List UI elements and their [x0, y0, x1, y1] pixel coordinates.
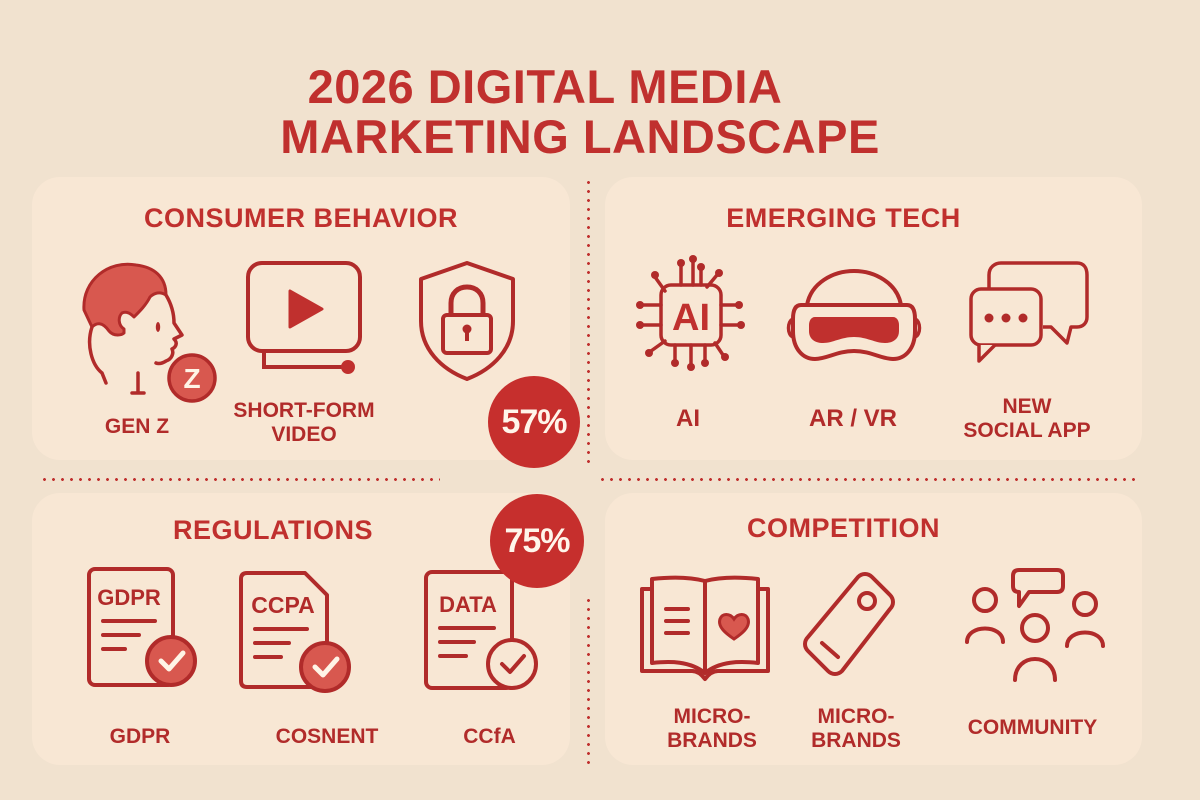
panel-title: EMERGING TECH — [726, 203, 961, 233]
vertical-divider-bottom — [587, 596, 590, 766]
title-line-2: MARKETING LANDSCAPE — [280, 110, 880, 163]
item-label-micro-brands-2: MICRO- BRANDS — [811, 705, 901, 752]
panel-competition: COMPETITION MICRO- BRANDS MICRO- BRANDS — [605, 493, 1142, 765]
title-line-1: 2026 DIGITAL MEDIA — [307, 60, 783, 113]
document-check-icon-gdpr: GDPR — [85, 565, 200, 695]
svg-text:CCPA: CCPA — [251, 592, 314, 618]
item-label-short-form-video: SHORT-FORM VIDEO — [233, 399, 375, 446]
panel-regulations: REGULATIONS GDPR GDPR CCPA COSNENT DATA … — [32, 493, 570, 765]
svg-text:AI: AI — [672, 297, 710, 339]
svg-text:DATA: DATA — [439, 592, 497, 617]
document-check-icon-data: DATA — [422, 568, 542, 698]
ai-chip-icon: AI — [635, 255, 755, 385]
panel-consumer-behavior: CONSUMER BEHAVIOR Z GEN Z SHORT-FORM VID… — [32, 177, 570, 460]
vertical-divider-top — [587, 178, 590, 468]
panel-emerging-tech: EMERGING TECH AI AI AR / VR — [605, 177, 1142, 460]
open-book-heart-icon — [638, 573, 773, 688]
panel-title: CONSUMER BEHAVIOR — [143, 203, 459, 233]
vr-headset-icon — [786, 268, 922, 369]
horizontal-divider-left — [40, 478, 440, 481]
shield-lock-icon — [415, 259, 520, 384]
item-label-community: COMMUNITY — [967, 716, 1098, 739]
gen-z-person-icon: Z — [74, 255, 224, 405]
stat-badge-75: 75% — [490, 494, 584, 588]
video-player-icon — [244, 259, 374, 379]
stat-badge-57: 57% — [488, 376, 580, 468]
item-label-ai: AI — [676, 405, 700, 432]
community-people-icon — [963, 568, 1108, 698]
item-label-new-social-app: NEW SOCIAL APP — [963, 395, 1091, 442]
panel-title: REGULATIONS — [173, 515, 373, 545]
item-label-consent: COSNENT — [275, 725, 379, 748]
item-label-ar-vr: AR / VR — [808, 405, 897, 432]
document-check-icon-ccpa: CCPA — [237, 569, 357, 699]
panel-title: COMPETITION — [747, 513, 940, 543]
price-tag-icon — [800, 571, 900, 681]
horizontal-divider-right — [598, 478, 1138, 481]
chat-bubbles-icon — [967, 259, 1092, 379]
item-label-ccpa: CCfA — [463, 725, 516, 748]
item-label-gen-z: GEN Z — [104, 415, 170, 438]
page-title: 2026 DIGITAL MEDIA MARKETING LANDSCAPE — [0, 62, 1160, 162]
svg-text:Z: Z — [183, 363, 200, 394]
item-label-gdpr: GDPR — [109, 725, 171, 748]
item-label-micro-brands-1: MICRO- BRANDS — [667, 705, 757, 752]
svg-text:GDPR: GDPR — [97, 585, 161, 610]
